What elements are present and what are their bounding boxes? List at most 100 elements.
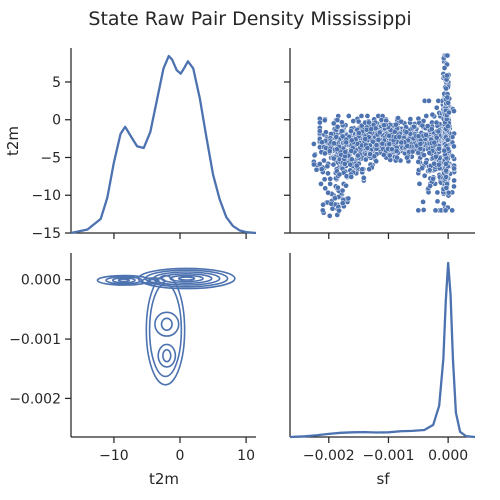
scatter-point bbox=[376, 129, 383, 136]
scatter-point bbox=[444, 123, 451, 130]
scatter-point bbox=[343, 139, 350, 146]
scatter-point bbox=[334, 123, 341, 130]
scatter-point bbox=[326, 212, 333, 219]
scatter-point bbox=[319, 207, 326, 214]
scatter-point bbox=[359, 166, 366, 173]
scatter-point bbox=[345, 113, 352, 119]
scatter-point bbox=[404, 154, 410, 161]
scatter-point bbox=[367, 151, 373, 158]
scatter-point bbox=[433, 134, 440, 141]
scatter-point bbox=[321, 176, 328, 183]
scatter-point bbox=[311, 141, 317, 147]
scatter-point bbox=[444, 136, 451, 143]
scatter-point bbox=[330, 155, 337, 162]
scatter-point bbox=[365, 119, 372, 126]
y-tick-label: −5 bbox=[40, 150, 61, 166]
scatter-point bbox=[444, 72, 450, 79]
scatter-point bbox=[375, 136, 382, 143]
scatter-point bbox=[325, 189, 331, 196]
scatter-point bbox=[433, 104, 440, 111]
scatter-point bbox=[417, 145, 424, 152]
scatter-point bbox=[429, 111, 436, 118]
scatter-point bbox=[386, 152, 393, 159]
y-tick-label: 0 bbox=[52, 113, 61, 129]
scatter-point bbox=[411, 123, 417, 130]
scatter-point bbox=[324, 163, 331, 170]
scatter-point bbox=[434, 198, 441, 205]
scatter-point bbox=[356, 130, 362, 136]
scatter-point bbox=[417, 140, 424, 147]
scatter-point bbox=[445, 99, 451, 106]
scatter-point bbox=[435, 98, 442, 104]
scatter-point bbox=[419, 122, 426, 129]
scatter-point bbox=[321, 157, 327, 164]
x-axis-label-t2m: t2m bbox=[149, 470, 179, 488]
scatter-point bbox=[451, 108, 457, 114]
scatter-point bbox=[325, 170, 331, 177]
scatter-point bbox=[407, 116, 414, 122]
scatter-point bbox=[316, 119, 323, 126]
scatter-point bbox=[393, 121, 399, 128]
scatter-point bbox=[350, 118, 357, 124]
scatter-point bbox=[419, 165, 426, 171]
y-axis-label-t2m: t2m bbox=[4, 126, 22, 156]
scatter-point bbox=[428, 126, 435, 132]
scatter-point bbox=[444, 52, 451, 59]
scatter-point bbox=[339, 200, 346, 207]
scatter-point bbox=[336, 207, 342, 214]
scatter-point bbox=[321, 117, 328, 124]
density-contour bbox=[117, 278, 130, 283]
density-contour bbox=[160, 317, 173, 331]
density-contour bbox=[157, 343, 177, 368]
scatter-point bbox=[322, 185, 329, 192]
density-contour bbox=[145, 274, 186, 386]
density-contour bbox=[154, 311, 180, 337]
y-tick-label: 5 bbox=[52, 75, 61, 91]
scatter-point bbox=[398, 118, 405, 125]
scatter-point bbox=[395, 115, 401, 121]
scatter-point bbox=[348, 156, 355, 163]
x-tick-label: −10 bbox=[99, 448, 129, 464]
scatter-point bbox=[440, 200, 447, 207]
scatter-point bbox=[441, 147, 448, 154]
scatter-point bbox=[443, 174, 449, 180]
scatter-point bbox=[318, 181, 324, 187]
scatter-point bbox=[343, 182, 349, 189]
x-tick-label: 10 bbox=[237, 448, 255, 464]
scatter-point bbox=[317, 161, 323, 167]
scatter-point bbox=[366, 166, 373, 173]
scatter-point bbox=[380, 151, 387, 158]
scatter-point bbox=[451, 143, 457, 150]
scatter-point bbox=[423, 132, 429, 138]
scatter-point bbox=[313, 166, 320, 173]
scatter-point bbox=[386, 141, 393, 147]
scatter-point bbox=[415, 207, 422, 214]
scatter-point bbox=[339, 119, 345, 126]
scatter-point bbox=[379, 140, 386, 147]
scatter-point bbox=[326, 148, 333, 155]
scatter-point bbox=[393, 148, 400, 154]
y-tick-label: 0.000 bbox=[21, 273, 61, 289]
x-axis-label-sf: sf bbox=[376, 470, 390, 488]
scatter-point bbox=[318, 166, 325, 173]
scatter-point bbox=[443, 85, 449, 92]
scatter-point bbox=[386, 132, 392, 139]
scatter-point bbox=[423, 159, 429, 166]
scatter-point bbox=[420, 199, 426, 205]
scatter-point bbox=[396, 133, 403, 140]
density-contour bbox=[177, 276, 196, 281]
scatter-point bbox=[443, 161, 449, 167]
scatter-point bbox=[364, 145, 371, 151]
scatter-point bbox=[445, 189, 452, 196]
scatter-point bbox=[415, 133, 422, 140]
scatter-points bbox=[311, 52, 457, 219]
density-contour bbox=[111, 277, 136, 284]
scatter-point bbox=[348, 137, 355, 144]
scatter-point bbox=[427, 183, 434, 189]
scatter-point bbox=[348, 148, 355, 154]
scatter-point bbox=[331, 140, 337, 147]
density-contour bbox=[169, 274, 204, 283]
scatter-point bbox=[451, 177, 457, 184]
x-tick-label: −0.002 bbox=[303, 448, 355, 464]
